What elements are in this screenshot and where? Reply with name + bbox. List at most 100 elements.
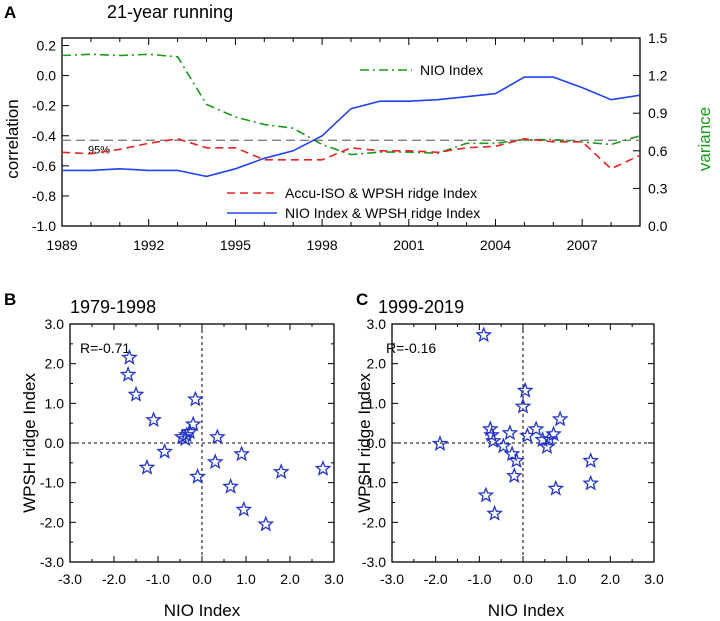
panel-c-point	[534, 430, 551, 447]
y-tick-label: 0.0	[45, 435, 65, 451]
x-tick-label: -2.0	[424, 571, 448, 587]
panel-letter-a: A	[4, 3, 16, 22]
x-tick-label: 2.0	[280, 571, 300, 587]
panel-c-plot: -3.0-3.0 -2.0 -2.0 -1.0 -1.0 0.0 0.0 1.0 1.0 2.0 2…	[362, 316, 664, 587]
y-tick-label: 3.0	[367, 316, 387, 332]
panel-b-point	[120, 348, 138, 365]
panel-c-point	[516, 381, 534, 398]
panel-b-point	[156, 442, 173, 459]
y-tick-label: 0.2	[37, 38, 57, 54]
y-tick-label: -1.0	[40, 475, 64, 491]
legend-label-nio-wpsh: NIO Index & WPSH ridge Index	[285, 205, 480, 221]
legend-label-accu: Accu-ISO & WPSH ridge Index	[285, 185, 477, 201]
panel-b-point	[178, 426, 195, 443]
y-tick-label: -3.0	[40, 554, 64, 570]
y-tick-label: -1.0	[32, 218, 56, 234]
y2-tick-label: 1.2	[648, 68, 668, 84]
panel-b-plot: -3.0-3.0 -2.0 -2.0 -1.0 -1.0 0.0 0.0 1.0 1.0 2.0 2…	[40, 316, 344, 587]
panel-b-point	[222, 477, 239, 494]
x-tick-label: 1998	[307, 237, 338, 253]
panel-b-annotation: R=-0.71	[80, 340, 130, 356]
y-tick-label: 1.0	[45, 395, 65, 411]
panel-b-point	[187, 390, 204, 407]
series-line-0	[61, 53, 641, 156]
panel-c-point	[501, 424, 519, 441]
x-tick-label: 1.0	[236, 571, 256, 587]
panel-b-point	[184, 415, 202, 432]
x-tick-label: 1989	[46, 237, 77, 253]
x-tick-label: -3.0	[380, 571, 404, 587]
x-tick-label: -1.0	[146, 571, 170, 587]
panel-c-point	[527, 420, 545, 437]
panel-c-point	[475, 326, 493, 343]
y-tick-label: -2.0	[362, 514, 386, 530]
y-tick-label: -2.0	[40, 514, 64, 530]
panel-a-ylabel: correlation	[3, 99, 22, 178]
panel-c-point	[582, 452, 599, 468]
panel-b-point	[189, 467, 207, 484]
x-tick-label: 3.0	[644, 571, 664, 587]
panel-c-point	[431, 434, 449, 451]
panel-a-plot: 1989 1992 1995 1998 2001 2004 2007 -1.0 -0.8 -0.6…	[32, 30, 668, 253]
y-tick-label: 0.0	[37, 68, 57, 84]
panel-b-point	[233, 445, 251, 462]
panel-a-title: 21-year running	[107, 2, 233, 22]
panel-b-point	[235, 500, 253, 517]
panel-b-point	[272, 463, 290, 480]
panel-letter-c: C	[356, 290, 368, 309]
panel-c-point	[551, 410, 569, 427]
panel-c-point	[545, 425, 562, 442]
panel-c-point	[486, 504, 504, 521]
y-tick-label: -0.4	[32, 128, 56, 144]
y2-tick-label: 1.5	[648, 30, 668, 46]
x-tick-label: 3.0	[324, 571, 344, 587]
panel-c-point	[477, 486, 495, 503]
x-tick-label: 0.0	[192, 571, 212, 587]
x-tick-label: -1.0	[467, 571, 491, 587]
panel-c-point	[582, 474, 599, 491]
panel-c-annotation: R=-0.16	[386, 340, 436, 356]
y-tick-label: 1.0	[367, 395, 387, 411]
panel-a-y2label: variance	[695, 107, 714, 171]
panel-c-point	[540, 430, 558, 447]
panel-c-point	[508, 452, 525, 468]
panel-b-point	[176, 430, 194, 447]
y-tick-label: -1.0	[362, 475, 386, 491]
x-tick-label: 2007	[567, 237, 598, 253]
y2-tick-label: 0.3	[648, 180, 668, 196]
panel-c-point	[484, 432, 502, 449]
panel-c-point	[547, 479, 565, 496]
y-tick-label: 3.0	[45, 316, 65, 332]
x-tick-label: 1995	[220, 237, 251, 253]
panel-c-point	[495, 437, 512, 454]
x-tick-label: 2004	[480, 237, 511, 253]
x-tick-label: -2.0	[102, 571, 126, 587]
panel-b-point	[314, 460, 332, 476]
y-tick-label: -0.6	[32, 158, 56, 174]
y-tick-label: 2.0	[367, 356, 387, 372]
y-tick-label: -3.0	[362, 554, 386, 570]
x-tick-label: 2.0	[601, 571, 621, 587]
x-tick-label: 2001	[393, 237, 424, 253]
panel-letter-b: B	[4, 290, 16, 309]
y-tick-label: 0.0	[367, 435, 387, 451]
panel-b-point	[257, 515, 275, 532]
y-tick-label: 2.0	[45, 356, 65, 372]
panel-c-point	[538, 438, 556, 455]
series-line-2	[62, 76, 641, 178]
x-tick-label: 0.0	[513, 571, 533, 587]
panel-c-xlabel: NIO Index	[488, 601, 565, 620]
panel-c-title: 1999-2019	[378, 297, 464, 317]
panel-c-point	[505, 467, 523, 484]
series-line-1	[61, 137, 641, 170]
panel-b-point	[145, 411, 163, 428]
panel-b-point	[181, 423, 199, 440]
panel-c-point	[514, 397, 532, 414]
legend-label-nio: NIO Index	[420, 62, 483, 78]
panel-b-point	[119, 366, 137, 382]
y-tick-label: -0.2	[32, 98, 56, 114]
panel-c-point	[503, 445, 521, 462]
x-tick-label: -3.0	[58, 571, 82, 587]
panel-b-ylabel: WPSH ridge Index	[20, 373, 39, 513]
